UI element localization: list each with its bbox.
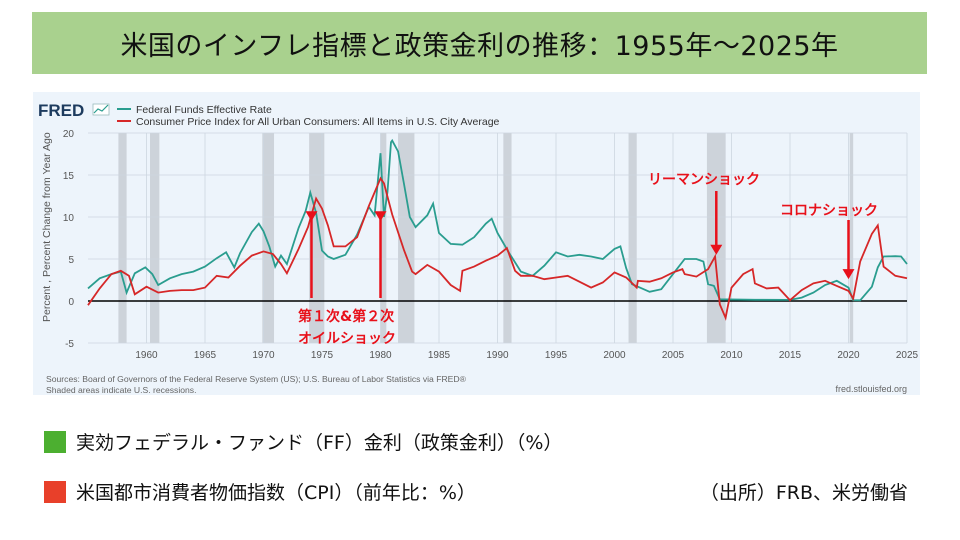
legend-ff: 実効フェデラル・ファンド（FF）金利（政策金利）（%） <box>44 428 562 455</box>
title-banner: 米国のインフレ指標と政策金利の推移：1955年〜2025年 <box>32 12 927 74</box>
oil-shock-annotation: 第１次&第２次 オイルショック <box>298 211 396 347</box>
recession-band <box>150 133 160 343</box>
y-tick-label: 10 <box>63 213 75 224</box>
y-tick-label: -5 <box>65 339 74 350</box>
y-tick-label: 5 <box>68 255 74 266</box>
recession-band <box>628 133 637 343</box>
x-tick-label: 1980 <box>369 350 392 361</box>
recession-band <box>849 133 854 343</box>
recession-band <box>503 133 512 343</box>
x-tick-label: 2005 <box>662 350 685 361</box>
corona-label: コロナショック <box>780 203 878 219</box>
lehman-label: リーマンショック <box>648 172 760 188</box>
recession-band <box>309 133 325 343</box>
fred-logo: FRED <box>38 101 84 120</box>
y-tick-label: 0 <box>68 297 74 308</box>
x-tick-label: 1975 <box>311 350 334 361</box>
y-tick-label: 20 <box>63 129 75 140</box>
legend-cpi-text: 米国都市消費者物価指数（CPI）（前年比：%） <box>76 482 476 504</box>
recession-band <box>118 133 127 343</box>
x-tick-label: 2000 <box>603 350 626 361</box>
recession-band <box>262 133 275 343</box>
x-tick-label: 1985 <box>428 350 451 361</box>
legend-cpi: 米国都市消費者物価指数（CPI）（前年比：%） <box>44 478 476 505</box>
fred-chart-panel: -5 0 5 10 15 20 1960 1965 1970 1975 1980 1985 1990 1… <box>33 92 920 395</box>
fred-site-link[interactable]: fred.stlouisfed.org <box>835 384 907 394</box>
sources-line-1: Sources: Board of Governors of the Feder… <box>46 374 467 384</box>
legend-ff-label: Federal Funds Effective Rate <box>136 104 272 116</box>
ff-rate-line <box>87 138 908 302</box>
legend-ff-text: 実効フェデラル・ファンド（FF）金利（政策金利）（%） <box>76 432 563 454</box>
x-tick-label: 1960 <box>135 350 158 361</box>
x-tick-label: 1965 <box>194 350 217 361</box>
sources-line-2: Shaded areas indicate U.S. recessions. <box>46 385 196 395</box>
recession-band <box>398 133 415 343</box>
x-tick-label: 1970 <box>252 350 275 361</box>
cpi-color-swatch <box>44 480 66 503</box>
oil-shock-label-line2: オイルショック <box>298 331 396 347</box>
recession-band <box>380 133 387 343</box>
page-title: 米国のインフレ指標と政策金利の推移：1955年〜2025年 <box>120 30 839 62</box>
y-tick-label: 15 <box>63 171 75 182</box>
fred-logo-graph-icon <box>92 103 110 116</box>
x-tick-label: 1990 <box>486 350 509 361</box>
source-note: （出所）FRB、米労働省 <box>699 482 908 504</box>
corona-annotation: コロナショック <box>780 203 878 280</box>
recession-shading <box>118 133 854 343</box>
x-tick-label: 2020 <box>837 350 860 361</box>
oil-shock-label-line1: 第１次&第２次 <box>298 308 394 325</box>
cpi-line <box>87 176 908 321</box>
lehman-annotation: リーマンショック <box>648 172 760 255</box>
x-tick-label: 1995 <box>545 350 568 361</box>
gridlines <box>88 132 908 344</box>
y-tick-labels: -5 0 5 10 15 20 <box>63 129 75 350</box>
x-tick-labels: 1960 1965 1970 1975 1980 1985 1990 1995 2000 2005… <box>135 350 918 361</box>
x-tick-label: 2015 <box>779 350 802 361</box>
legend-cpi-label: Consumer Price Index for All Urban Consu… <box>136 116 500 128</box>
x-tick-label: 2010 <box>720 350 743 361</box>
ff-color-swatch <box>44 430 66 453</box>
x-tick-label: 2025 <box>896 350 919 361</box>
y-axis-label: Percent , Percent Change from Year Ago <box>41 132 53 322</box>
